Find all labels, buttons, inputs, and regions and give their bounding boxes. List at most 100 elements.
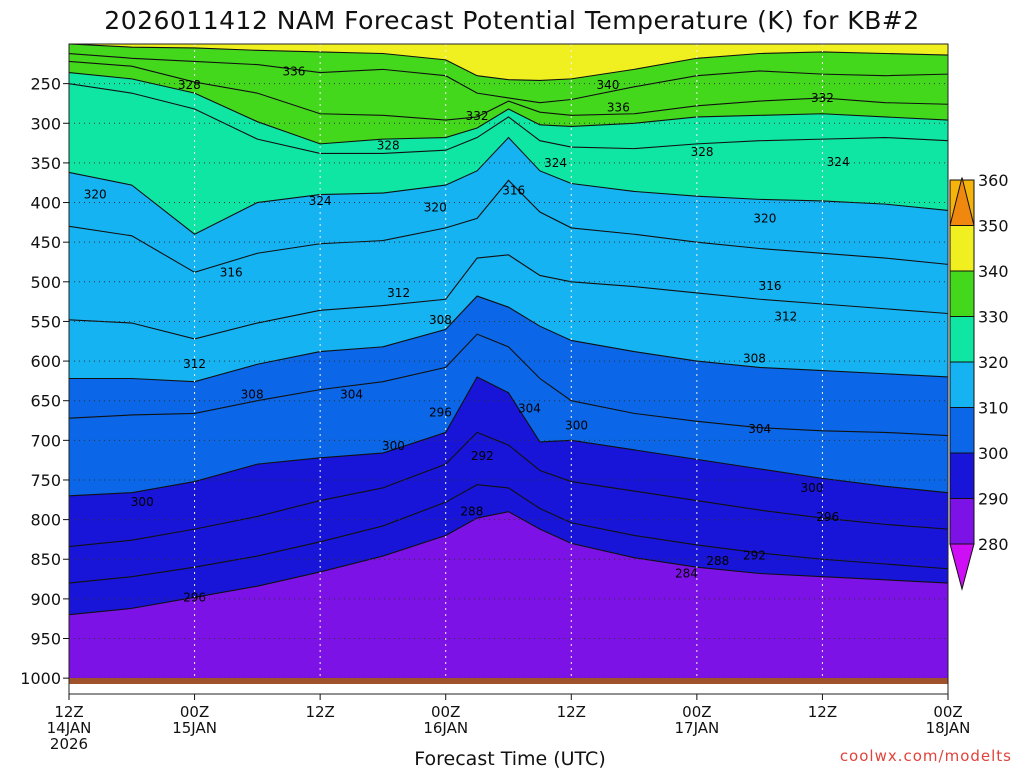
y-tick-label: 550 — [30, 312, 61, 331]
contour-label: 288 — [706, 554, 729, 568]
ground-strip — [69, 678, 948, 684]
contour-label: 308 — [429, 313, 452, 327]
x-tick-label: 12Z — [808, 703, 837, 721]
y-tick-label: 900 — [30, 590, 61, 609]
x-tick-label: 12Z — [305, 703, 334, 721]
isentrope-340 — [69, 44, 948, 82]
isentrope-288 — [69, 511, 948, 616]
isentrope-332 — [69, 60, 948, 121]
contour-label: 300 — [565, 418, 588, 432]
x-tick-label: 00Z — [682, 703, 711, 721]
colorbar-label: 320 — [978, 353, 1009, 372]
y-axis: 250 300 350 400 450 500 550 600 650 700 750 800 850 9… — [20, 75, 69, 688]
contour-label: 320 — [753, 211, 776, 225]
x-tick-label: 2026 — [50, 735, 88, 753]
plot-area — [69, 44, 948, 684]
contour-label: 324 — [544, 156, 567, 170]
y-tick-label: 400 — [30, 194, 61, 213]
contour-label: 308 — [241, 387, 264, 401]
chart-title: 2026011412 NAM Forecast Potential Temper… — [104, 6, 919, 35]
contour-label: 320 — [424, 200, 447, 214]
x-tick-label: 16JAN — [423, 719, 468, 737]
y-tick-label: 450 — [30, 233, 61, 252]
y-tick-label: 300 — [30, 114, 61, 133]
x-tick-label: 12Z — [557, 703, 586, 721]
contour-label: 304 — [748, 422, 771, 436]
contour-label: 324 — [827, 155, 850, 169]
contour-labels: 336 328 340 336 332 332 328 324 328 324 320 324 320 3… — [84, 65, 850, 605]
colorbar-segment — [949, 361, 975, 408]
x-tick-label: 12Z — [54, 703, 83, 721]
colorbar-segment — [949, 316, 975, 363]
y-tick-label: 500 — [30, 273, 61, 292]
contour-label: 328 — [377, 138, 400, 152]
x-tick-label: 00Z — [180, 703, 209, 721]
y-tick-label: 800 — [30, 511, 61, 530]
colorbar: 280 290 300 310 320 330 340 350 360 — [949, 171, 1009, 591]
plot-frame — [68, 43, 949, 695]
isentrope-304 — [69, 333, 948, 437]
isentrope-308 — [69, 295, 948, 383]
contour-label: 336 — [283, 65, 306, 79]
x-tick-label: 14JAN — [47, 719, 92, 737]
isentrope-292 — [69, 484, 948, 584]
colorbar-label: 360 — [978, 171, 1009, 190]
colorbar-segment — [949, 225, 975, 272]
contour-label: 336 — [607, 100, 630, 114]
colorbar-label: 350 — [978, 217, 1009, 236]
contour-label: 292 — [743, 548, 766, 562]
contour-label: 312 — [183, 357, 206, 371]
colorbar-segment — [949, 498, 975, 545]
contour-label: 312 — [387, 286, 410, 300]
credit-text: coolwx.com/modelts — [840, 747, 1012, 765]
y-tick-label: 1000 — [20, 669, 61, 688]
contour-label: 316 — [759, 279, 782, 293]
x-axis-label: Forecast Time (UTC) — [414, 748, 605, 768]
contour-label: 304 — [340, 387, 363, 401]
contour-label: 332 — [811, 91, 834, 105]
contour-label: 292 — [471, 449, 494, 463]
colorbar-segment — [949, 177, 975, 226]
contour-label: 300 — [131, 495, 154, 509]
y-tick-label: 650 — [30, 392, 61, 411]
isentrope-336 — [69, 52, 948, 104]
isentrope-324 — [69, 83, 948, 154]
contour-label: 340 — [596, 78, 619, 92]
isentrope-320 — [69, 136, 948, 235]
contour-label: 328 — [178, 78, 201, 92]
contour-label: 296 — [183, 590, 206, 604]
colorbar-label: 280 — [978, 535, 1009, 554]
isentrope-296 — [69, 431, 948, 548]
grid-lines — [69, 44, 948, 684]
y-tick-label: 700 — [30, 431, 61, 450]
isentrope-316 — [69, 179, 948, 273]
contour-label: 320 — [84, 188, 107, 202]
contour-label: 300 — [382, 439, 405, 453]
y-tick-label: 600 — [30, 352, 61, 371]
y-tick-label: 350 — [30, 154, 61, 173]
contour-label: 324 — [309, 194, 332, 208]
isentropes — [69, 44, 948, 616]
contour-label: 332 — [466, 109, 489, 123]
contour-label: 284 — [675, 567, 698, 581]
colorbar-label: 310 — [978, 399, 1009, 418]
x-tick-label: 00Z — [431, 703, 460, 721]
y-tick-label: 850 — [30, 550, 61, 569]
colorbar-label: 290 — [978, 490, 1009, 509]
band-288 — [69, 511, 948, 684]
x-tick-label: 17JAN — [674, 719, 719, 737]
isentrope-312 — [69, 254, 948, 340]
y-tick-label: 950 — [30, 630, 61, 649]
y-tick-label: 250 — [30, 75, 61, 94]
colorbar-segment — [949, 407, 975, 454]
x-tick-label: 18JAN — [926, 719, 971, 737]
contour-label: 312 — [774, 310, 797, 324]
y-tick-label: 750 — [30, 471, 61, 490]
contour-label: 328 — [691, 145, 714, 159]
contour-label: 316 — [220, 265, 243, 279]
contour-label: 296 — [429, 406, 452, 420]
colorbar-label: 340 — [978, 262, 1009, 281]
colorbar-segment — [949, 543, 975, 591]
